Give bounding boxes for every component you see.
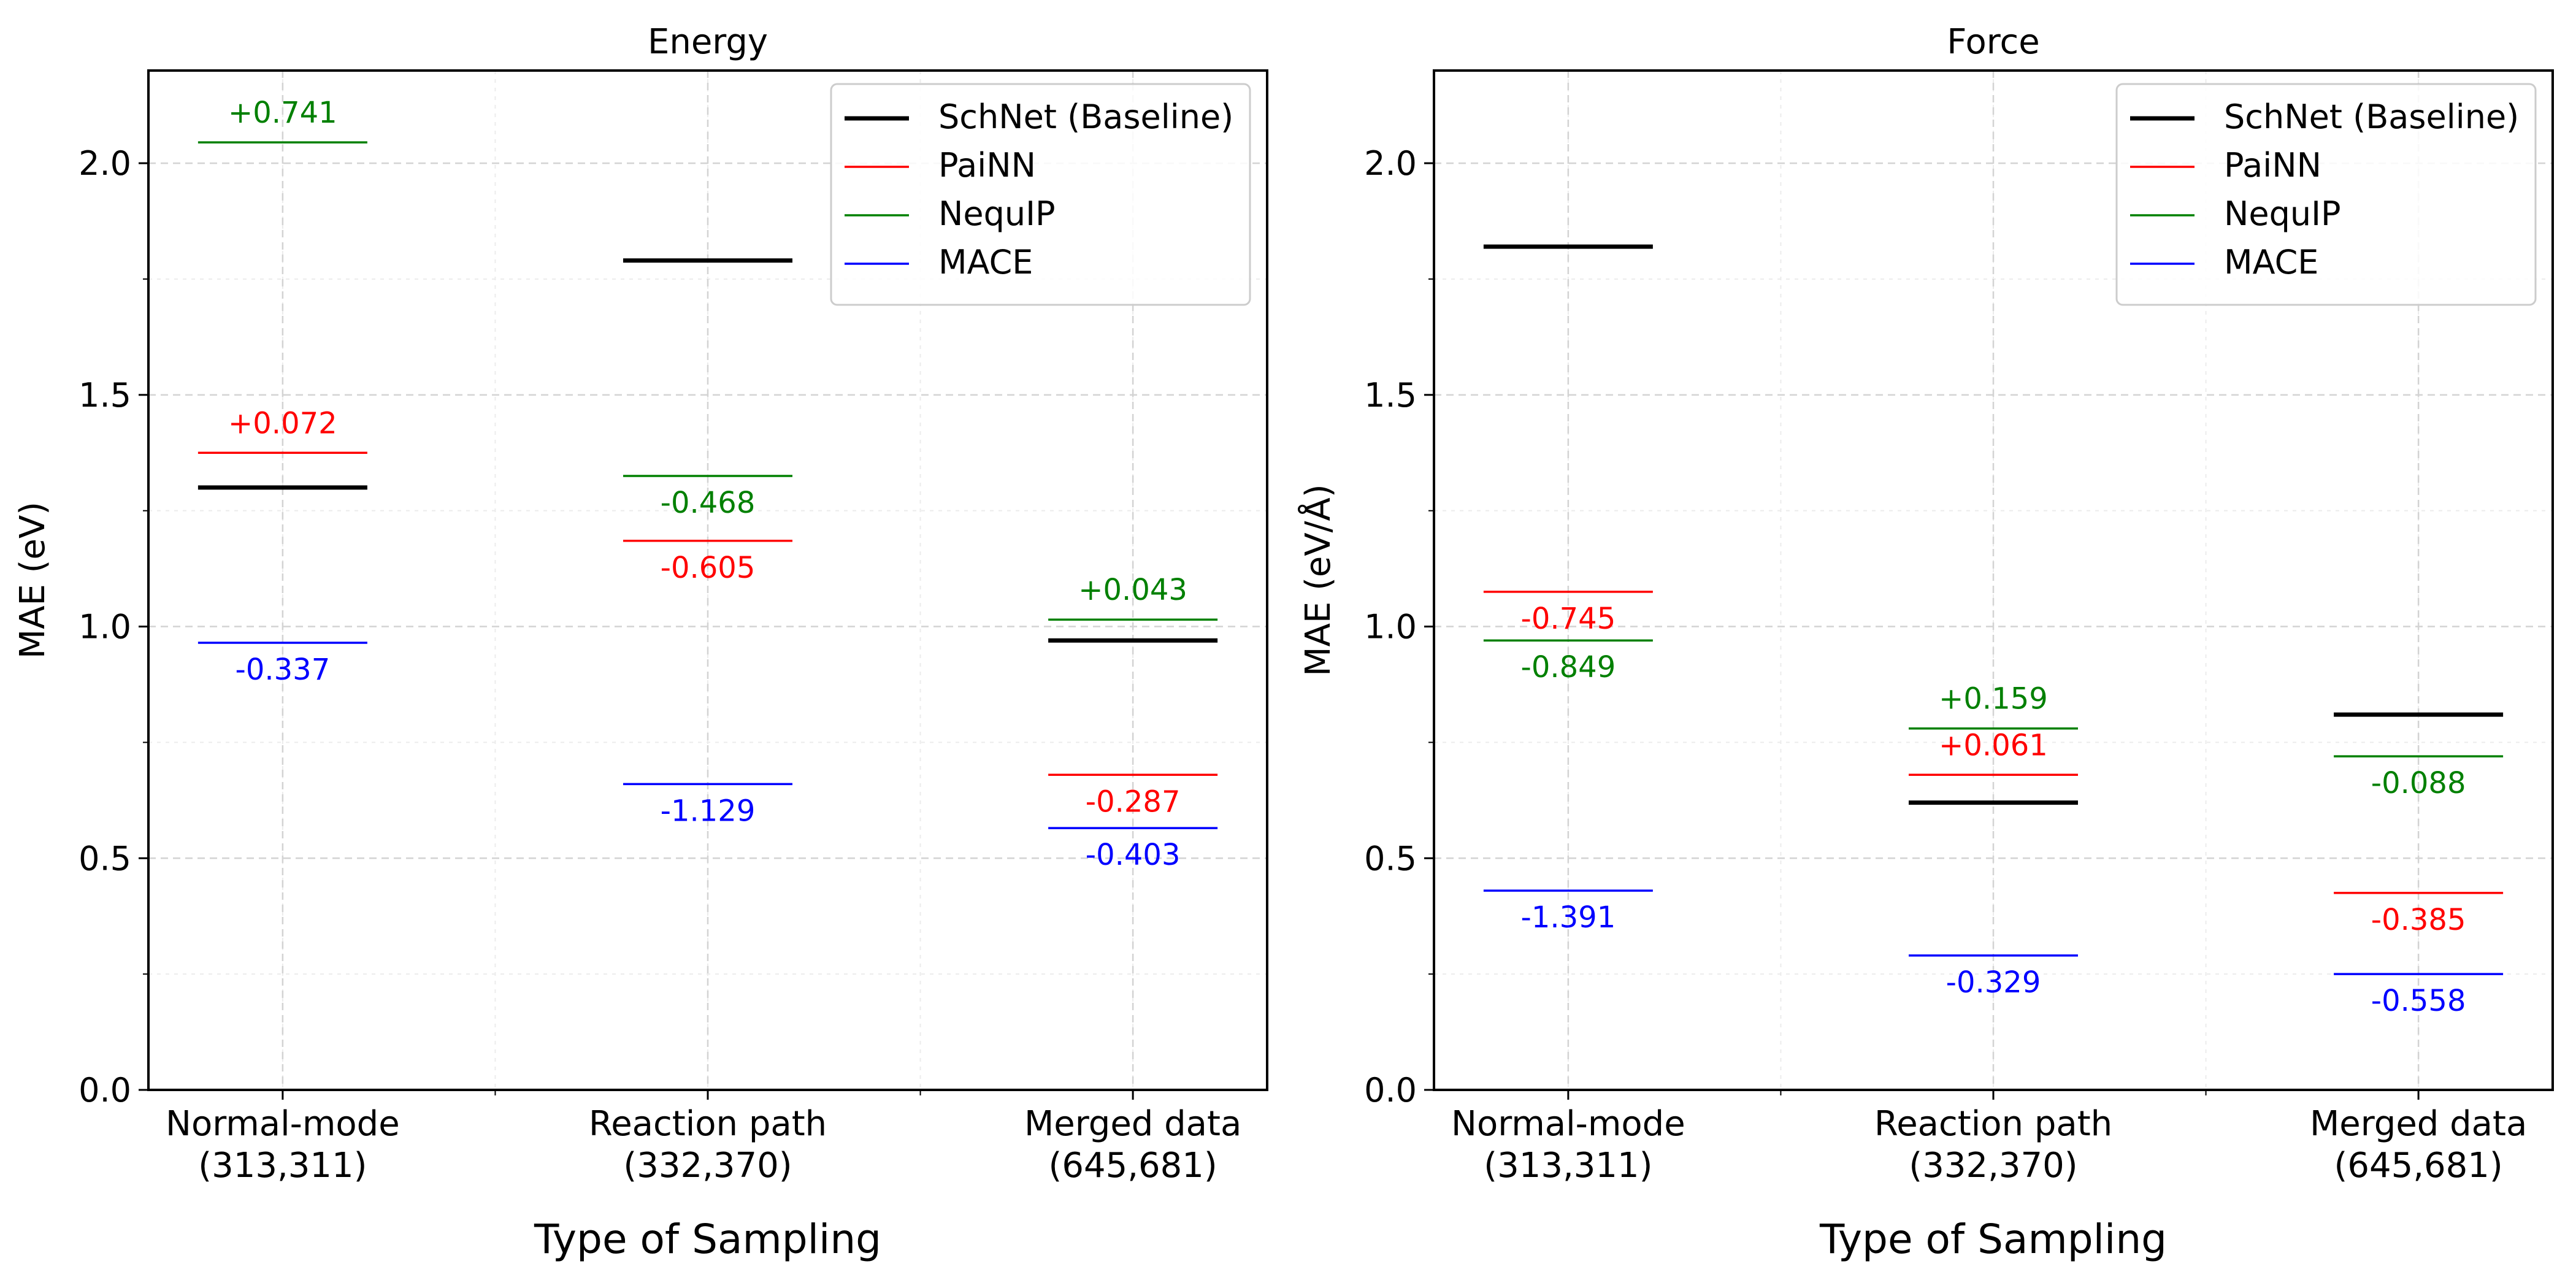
legend-label-mace: MACE [2224, 243, 2318, 282]
y-tick-label: 1.0 [1364, 608, 1417, 646]
x-tick-sublabel: (645,681) [2334, 1146, 2502, 1186]
legend-box [2115, 83, 2537, 306]
legend-label-nequip: NequIP [2224, 194, 2341, 233]
y-tick-label: 1.5 [79, 376, 131, 415]
x-tick-sublabel: (313,311) [1484, 1146, 1652, 1186]
x-tick-sublabel: (645,681) [1048, 1146, 1217, 1186]
data-label-painn: -0.287 [1086, 784, 1181, 819]
y-tick-label: 0.5 [1364, 839, 1417, 878]
y-tick-label: 2.0 [1364, 144, 1417, 183]
x-tick-label: Reaction path [589, 1104, 827, 1144]
data-label-mace: -0.403 [1086, 838, 1181, 872]
legend-label-schnet: SchNet (Baseline) [2224, 98, 2519, 136]
y-tick-label: 1.5 [1364, 376, 1417, 415]
data-label-mace: -0.329 [1946, 965, 2041, 1000]
legend-label-painn: PaiNN [2224, 146, 2321, 185]
chart-panel-2: 0.0 0.5 1.0 1.5 2.0 Normal-mode(313,311) React… [1298, 22, 2554, 1263]
data-label-nequip: +0.043 [1078, 573, 1187, 607]
x-tick-sublabel: (313,311) [198, 1146, 367, 1186]
legend: SchNet (Baseline) PaiNN NequIP MACE [830, 83, 1251, 306]
data-label-mace: -0.337 [236, 653, 331, 687]
x-axis-label: Type of Sampling [534, 1216, 881, 1263]
data-label-nequip: -0.088 [2371, 766, 2466, 800]
data-label-nequip: -0.849 [1521, 650, 1616, 684]
y-axis-label: MAE (eV) [13, 502, 53, 659]
data-label-painn: +0.061 [1939, 728, 2048, 762]
y-tick-label: 2.0 [79, 144, 131, 183]
legend-box [830, 83, 1251, 306]
legend-label-schnet: SchNet (Baseline) [938, 98, 1233, 136]
legend-label-mace: MACE [938, 243, 1033, 282]
data-label-mace: -0.558 [2371, 984, 2466, 1018]
data-label-mace: -1.391 [1521, 900, 1616, 935]
y-tick-label: 1.0 [79, 608, 131, 646]
chart-title: Energy [648, 22, 768, 62]
legend: SchNet (Baseline) PaiNN NequIP MACE [2115, 83, 2537, 306]
y-tick-label: 0.5 [79, 839, 131, 878]
x-tick-sublabel: (332,370) [623, 1146, 792, 1186]
x-tick-label: Reaction path [1874, 1104, 2112, 1144]
legend-label-nequip: NequIP [938, 194, 1056, 233]
data-label-nequip: +0.159 [1939, 682, 2048, 716]
chart-panel-1: 0.0 0.5 1.0 1.5 2.0 Normal-mode(313,311) React… [13, 22, 1268, 1263]
data-label-painn: -0.605 [661, 551, 756, 585]
y-tick-label: 0.0 [79, 1071, 131, 1110]
x-tick-label: Merged data [2310, 1104, 2527, 1144]
x-tick-sublabel: (332,370) [1909, 1146, 2077, 1186]
data-label-painn: -0.745 [1521, 602, 1616, 636]
plot-frame [1433, 69, 2554, 1091]
x-tick-label: Normal-mode [166, 1104, 400, 1144]
data-label-nequip: +0.741 [228, 96, 337, 130]
data-label-painn: -0.385 [2371, 903, 2466, 937]
chart-title: Force [1947, 22, 2040, 62]
plot-frame [147, 69, 1268, 1091]
x-tick-label: Normal-mode [1451, 1104, 1685, 1144]
y-tick-label: 0.0 [1364, 1071, 1417, 1110]
y-axis-label: MAE (eV/Å) [1298, 484, 1338, 676]
x-axis-label: Type of Sampling [1819, 1216, 2167, 1263]
data-label-painn: +0.072 [228, 406, 337, 440]
x-tick-label: Merged data [1024, 1104, 1241, 1144]
legend-label-painn: PaiNN [938, 146, 1036, 185]
data-label-nequip: -0.468 [661, 486, 756, 520]
data-label-mace: -1.129 [661, 794, 756, 828]
